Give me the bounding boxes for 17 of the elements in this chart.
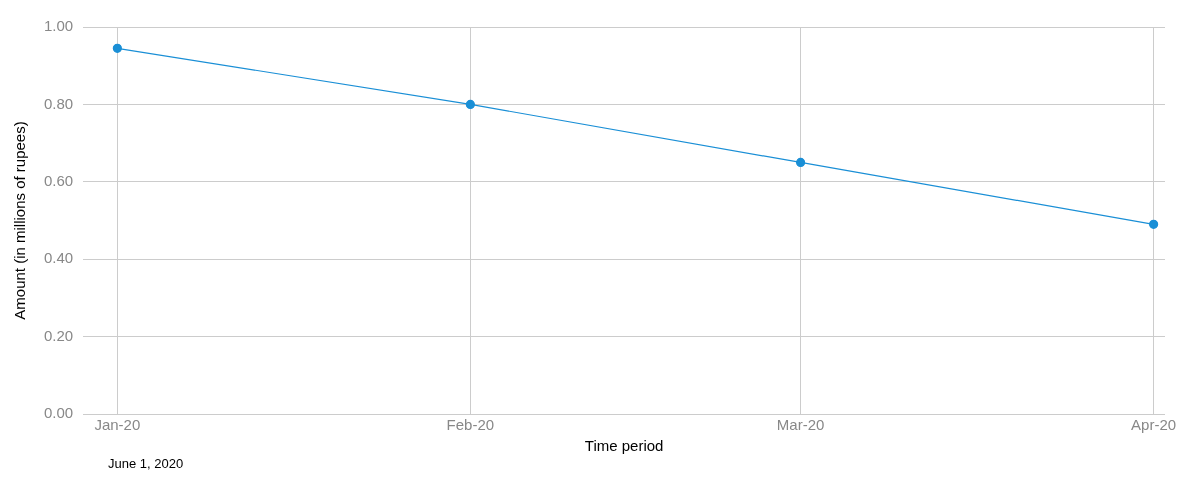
text: June 1, 2020 bbox=[108, 456, 185, 471]
x-axis-title: Time period bbox=[584, 437, 664, 455]
point bbox=[796, 157, 806, 168]
x-tick-label: Jan-20 bbox=[94, 416, 141, 434]
point bbox=[1149, 219, 1159, 229]
x-tick-label: Feb-20 bbox=[446, 416, 495, 434]
y-tick-label: 1.00 bbox=[43, 17, 74, 35]
point bbox=[465, 99, 475, 109]
y-tick-label: 0.40 bbox=[43, 249, 74, 267]
point bbox=[112, 43, 122, 53]
y-tick-label: 0.00 bbox=[43, 404, 74, 422]
x-tick-label: Mar-20 bbox=[776, 416, 825, 434]
y-tick-label: 0.80 bbox=[43, 94, 74, 112]
y-tick-label: 0.20 bbox=[43, 326, 74, 344]
x-tick-label: Apr-20 bbox=[1131, 416, 1177, 434]
y-tick-label: 0.60 bbox=[43, 171, 74, 189]
y-axis-title: Amount (in millions of rupees) bbox=[11, 121, 29, 320]
